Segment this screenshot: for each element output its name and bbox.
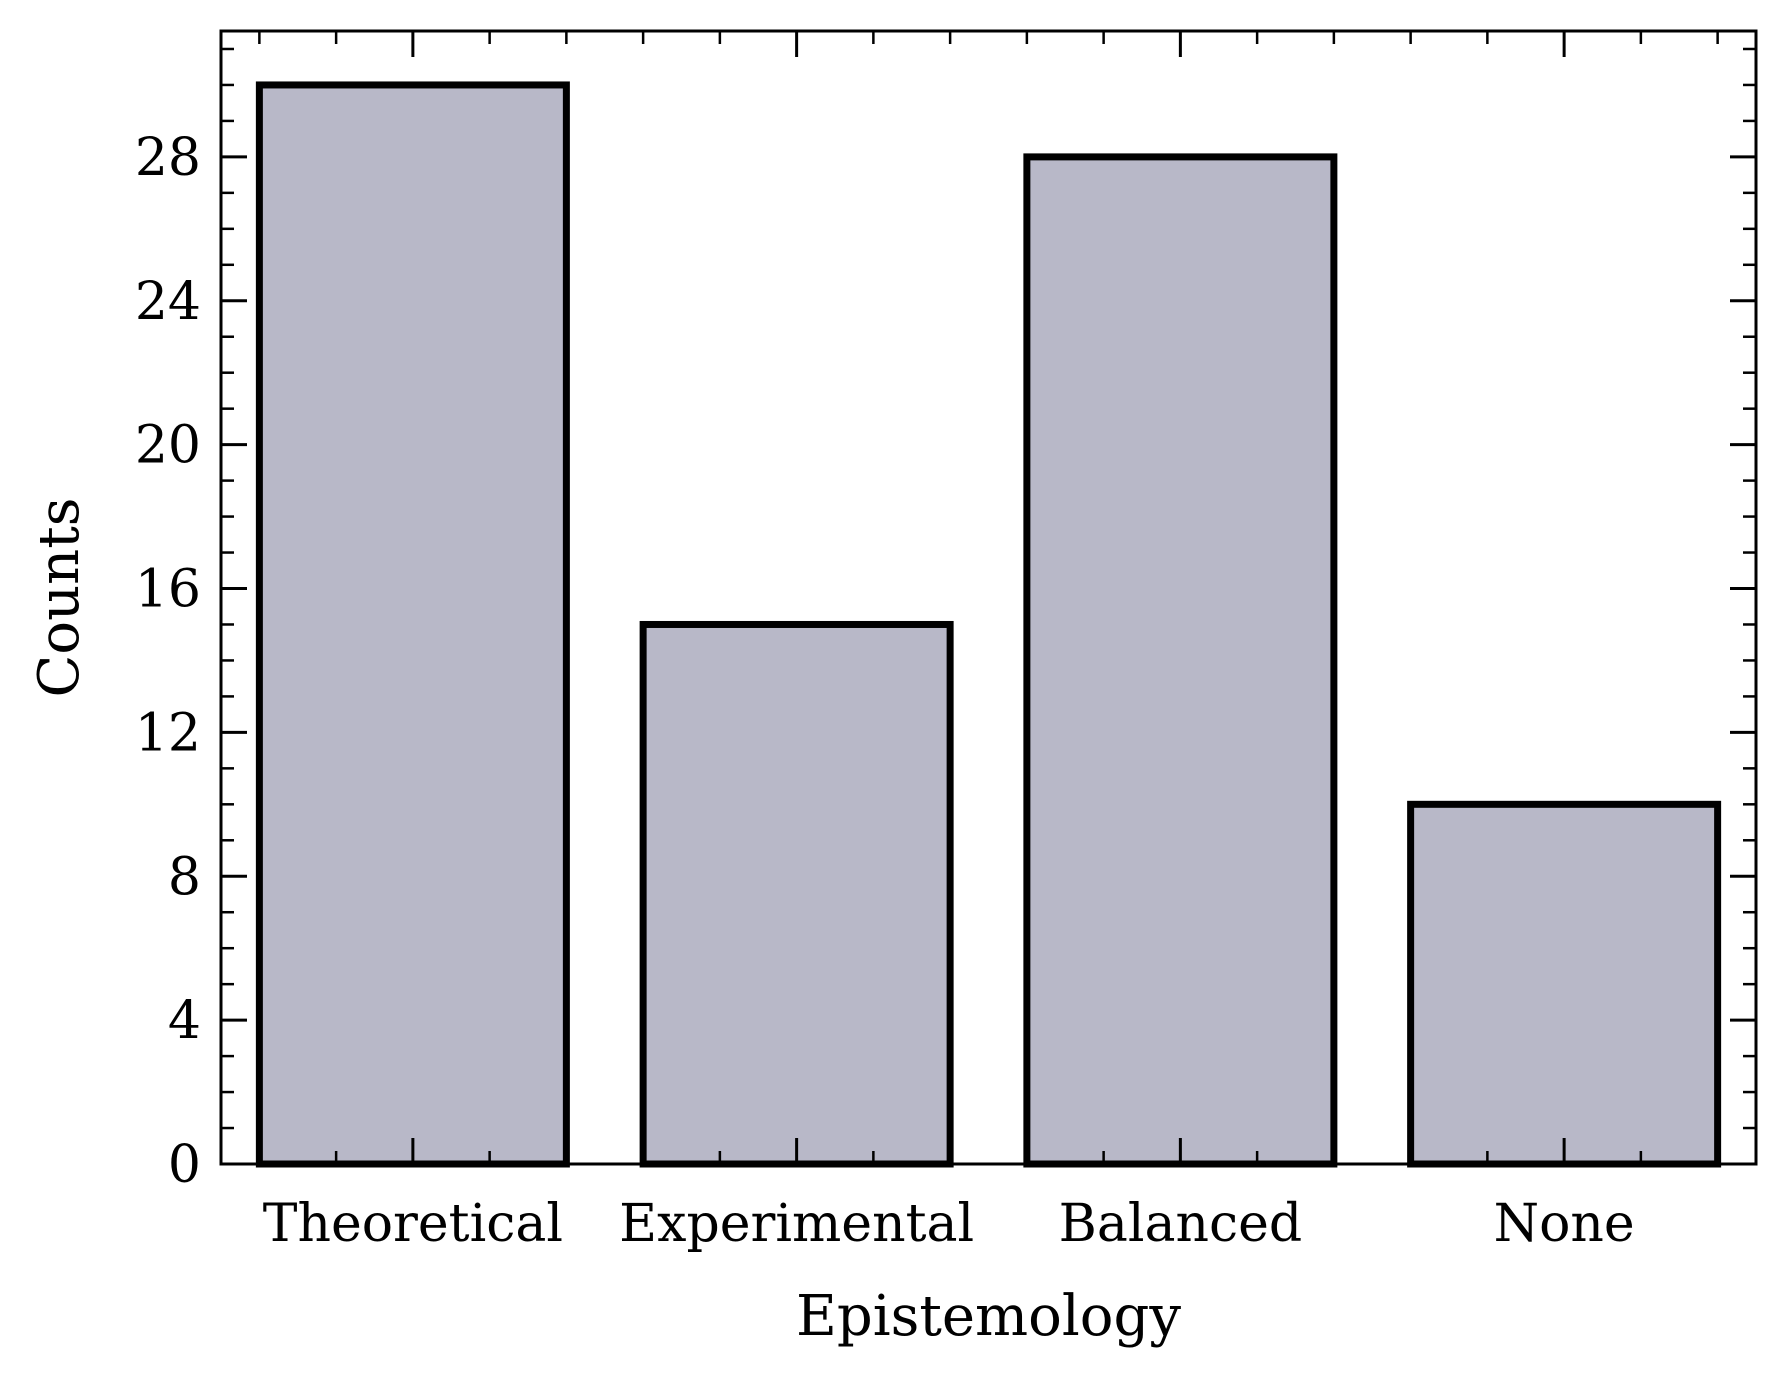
- plot-frame: [219, 29, 1758, 1166]
- y-tick-label: 0: [168, 1135, 201, 1195]
- bar-theoretical: [255, 81, 570, 1168]
- y-tick-label: 24: [135, 272, 201, 332]
- x-tick-label: Balanced: [1059, 1194, 1303, 1254]
- y-tick-label: 12: [135, 703, 201, 763]
- x-tick-label: None: [1494, 1194, 1635, 1254]
- bars-layer: [255, 81, 1722, 1168]
- y-tick-label: 8: [168, 847, 201, 907]
- x-axis-label: Epistemology: [796, 1284, 1181, 1349]
- y-axis-label: Counts: [27, 498, 92, 698]
- x-tick-label: Theoretical: [263, 1194, 563, 1254]
- bar-experimental: [639, 620, 954, 1168]
- bar-balanced: [1023, 153, 1338, 1168]
- bar-none: [1407, 800, 1722, 1168]
- y-tick-label: 20: [135, 416, 201, 476]
- y-tick-label: 4: [168, 991, 201, 1051]
- ticks-layer: [221, 31, 1756, 1166]
- y-tick-label: 16: [135, 560, 201, 620]
- x-tick-label: Experimental: [619, 1194, 974, 1254]
- y-tick-label: 28: [135, 128, 201, 188]
- labels-layer: Theoretical Experimental Balanced None 0 4 8 12…: [135, 128, 1635, 1254]
